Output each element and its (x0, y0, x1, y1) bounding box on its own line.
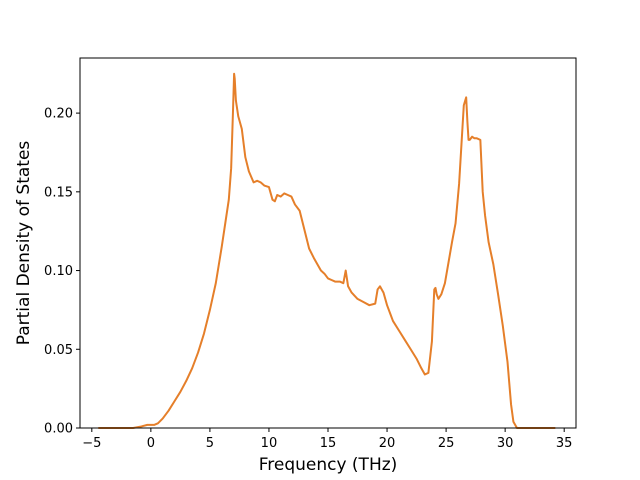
x-tick-label: 5 (206, 436, 214, 451)
x-axis-label: Frequency (THz) (259, 455, 398, 475)
x-tick-label: 0 (147, 436, 155, 451)
x-tick-label: 15 (320, 436, 337, 451)
y-tick-label: 0.15 (44, 185, 73, 200)
y-tick-label: 0.05 (44, 343, 73, 358)
x-tick-label: 10 (261, 436, 278, 451)
x-tick-label: 25 (438, 436, 455, 451)
y-tick-label: 0.20 (44, 107, 73, 122)
x-tick-label: 20 (379, 436, 396, 451)
y-axis-label: Partial Density of States (14, 141, 34, 346)
x-tick-label: 35 (556, 436, 573, 451)
x-tick-label: 30 (497, 436, 514, 451)
x-tick-label: −5 (82, 436, 101, 451)
plot-area-frame (79, 57, 577, 429)
y-tick-label: 0.10 (44, 264, 73, 279)
series-line-0 (97, 72, 556, 429)
y-tick-label: 0.00 (44, 422, 73, 437)
